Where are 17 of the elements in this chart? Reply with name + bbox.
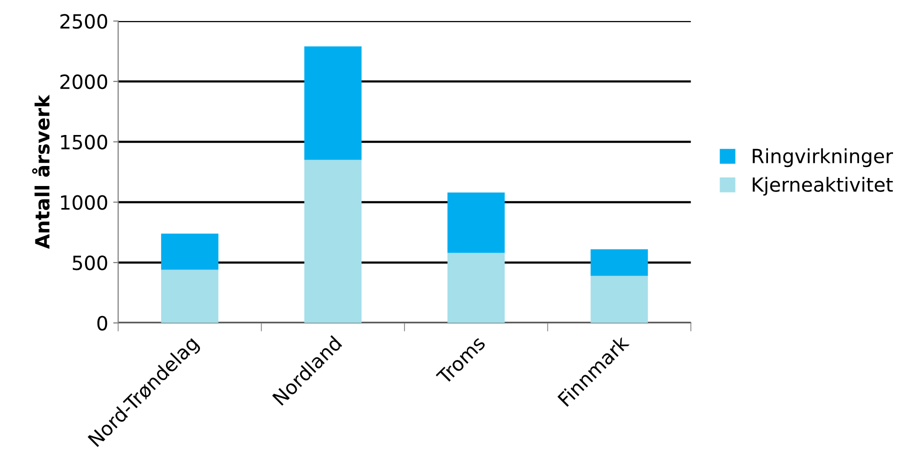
bar: [590, 249, 648, 276]
y-tick-label: 500: [72, 256, 108, 270]
bar: [304, 46, 362, 160]
y-tick-label: 1500: [61, 134, 108, 150]
bar: [161, 234, 218, 270]
y-tick-label: 2500: [60, 14, 108, 29]
bar: [304, 160, 362, 323]
legend-label: Kjerneaktivitet: [752, 176, 893, 196]
bar: [590, 276, 648, 323]
y-tick-label: 0: [97, 316, 108, 331]
legend-label: Ringvirkninger: [752, 148, 893, 168]
y-tick-label: 1000: [61, 195, 108, 210]
y-tick-label: 2000: [60, 74, 108, 90]
bar: [447, 252, 505, 323]
bar: [161, 270, 218, 323]
y-axis-title: Antall årsverk: [32, 94, 50, 249]
bar: [447, 192, 505, 253]
